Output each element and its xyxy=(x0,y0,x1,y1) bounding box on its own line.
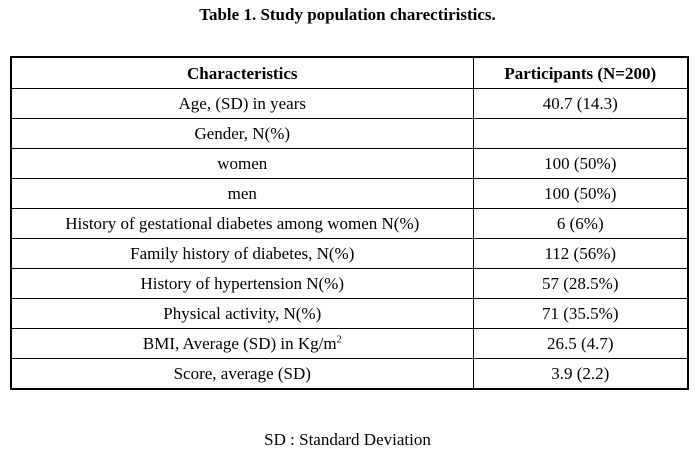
table-row: Family history of diabetes, N(%) 112 (56… xyxy=(10,238,689,269)
row-value: 71 (35.5%) xyxy=(472,298,689,329)
table-row: History of gestational diabetes among wo… xyxy=(10,208,689,239)
superscript-exponent: 2 xyxy=(336,334,342,346)
row-label: History of gestational diabetes among wo… xyxy=(10,208,474,239)
table-row: Gender, N(%) xyxy=(10,118,689,149)
row-value: 57 (28.5%) xyxy=(472,268,689,299)
table-row: men 100 (50%) xyxy=(10,178,689,209)
column-header-participants: Participants (N=200) xyxy=(472,56,689,89)
row-value: 6 (6%) xyxy=(472,208,689,239)
row-label: History of hypertension N(%) xyxy=(10,268,474,299)
table-row: women 100 (50%) xyxy=(10,148,689,179)
row-value: 100 (50%) xyxy=(472,178,689,209)
row-label: men xyxy=(10,178,474,209)
table-row: BMI, Average (SD) in Kg/m2 26.5 (4.7) xyxy=(10,328,689,359)
row-label-text: BMI, Average (SD) in Kg/m xyxy=(142,334,337,353)
row-value: 40.7 (14.3) xyxy=(472,88,689,119)
row-value: 26.5 (4.7) xyxy=(472,328,689,359)
table-row: History of hypertension N(%) 57 (28.5%) xyxy=(10,268,689,299)
column-header-characteristics: Characteristics xyxy=(10,56,474,89)
row-value xyxy=(472,118,689,149)
row-label: women xyxy=(10,148,474,179)
header-row: Characteristics Participants (N=200) xyxy=(10,56,689,89)
row-value: 3.9 (2.2) xyxy=(472,358,689,390)
table-row: Age, (SD) in years 40.7 (14.3) xyxy=(10,88,689,119)
table-row: Physical activity, N(%) 71 (35.5%) xyxy=(10,298,689,329)
row-label: Gender, N(%) xyxy=(10,118,474,149)
row-label: Physical activity, N(%) xyxy=(10,298,474,329)
table-row: Score, average (SD) 3.9 (2.2) xyxy=(10,358,689,390)
characteristics-table: Characteristics Participants (N=200) Age… xyxy=(10,56,689,390)
row-label: BMI, Average (SD) in Kg/m2 xyxy=(10,328,474,359)
row-label: Family history of diabetes, N(%) xyxy=(10,238,474,269)
row-label: Score, average (SD) xyxy=(10,358,474,390)
row-label: Age, (SD) in years xyxy=(10,88,474,119)
row-value: 100 (50%) xyxy=(472,148,689,179)
footnote: SD : Standard Deviation xyxy=(264,430,431,449)
row-value: 112 (56%) xyxy=(472,238,689,269)
table-title: Table 1. Study population charectiristic… xyxy=(199,5,496,24)
